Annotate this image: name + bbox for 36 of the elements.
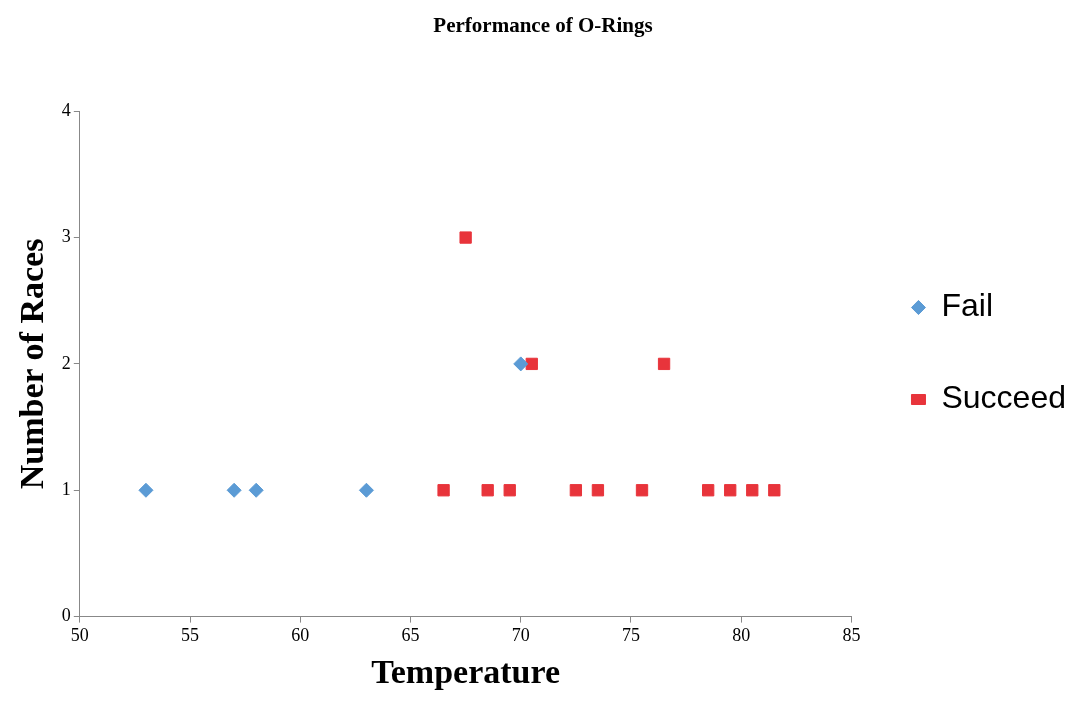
- x-tick-label: 50: [70, 625, 89, 646]
- point: [459, 231, 472, 244]
- chart-title: Performance of O-Rings: [433, 13, 653, 38]
- point: [248, 482, 264, 498]
- point: [138, 482, 154, 498]
- point: [635, 484, 649, 497]
- point: [591, 484, 605, 497]
- y-tick-label: 3: [61, 226, 71, 247]
- y-tick-label: 2: [61, 352, 71, 373]
- y-axis-title: Number of Races: [13, 238, 51, 490]
- point: [702, 484, 715, 497]
- point: [768, 484, 781, 497]
- x-tick-label: 70: [511, 625, 530, 646]
- point: [569, 484, 583, 497]
- point: [358, 482, 374, 498]
- legend-label: Succeed: [941, 379, 1066, 416]
- legend-label: Fail: [941, 287, 994, 324]
- point: [481, 484, 494, 497]
- y-tick-label: 0: [61, 605, 71, 626]
- x-tick-label: 60: [291, 625, 310, 646]
- point: [226, 482, 242, 498]
- point: [657, 357, 671, 371]
- point: [513, 356, 529, 372]
- point: [724, 484, 737, 497]
- y-tick-label: 1: [61, 478, 71, 499]
- x-tick-label: 65: [401, 625, 420, 646]
- x-tick-label: 55: [181, 625, 200, 646]
- point: [437, 484, 450, 497]
- y-tick-label: 4: [61, 99, 71, 120]
- x-axis-title: Temperature: [371, 653, 561, 691]
- point: [746, 484, 759, 497]
- point: [503, 484, 516, 497]
- x-tick-label: 80: [732, 625, 751, 646]
- x-tick-label: 75: [621, 625, 640, 646]
- point: [525, 357, 538, 371]
- x-tick-label: 85: [842, 625, 861, 646]
